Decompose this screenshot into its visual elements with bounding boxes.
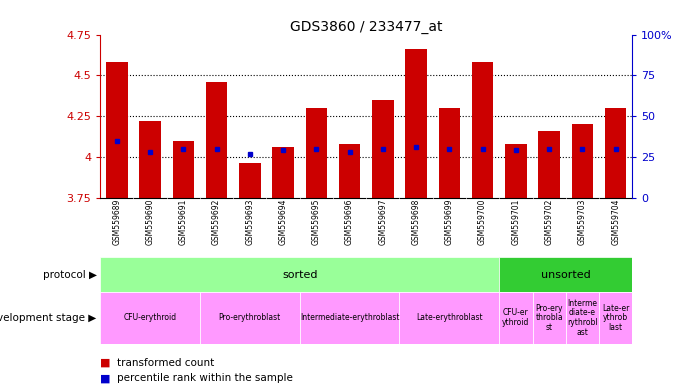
Text: sorted: sorted xyxy=(282,270,317,280)
Text: Late-er
ythrob
last: Late-er ythrob last xyxy=(602,304,630,332)
Text: GSM559699: GSM559699 xyxy=(445,199,454,245)
Text: Interme
diate-e
rythrobl
ast: Interme diate-e rythrobl ast xyxy=(567,299,598,337)
Bar xyxy=(173,141,194,198)
Bar xyxy=(272,147,294,198)
Text: GSM559698: GSM559698 xyxy=(412,199,421,245)
Bar xyxy=(140,121,161,198)
Bar xyxy=(566,292,599,344)
Text: GSM559701: GSM559701 xyxy=(511,199,520,245)
Text: transformed count: transformed count xyxy=(117,358,215,368)
Bar xyxy=(206,82,227,198)
Bar xyxy=(300,292,399,344)
Text: Pro-ery
throbla
st: Pro-ery throbla st xyxy=(536,304,563,332)
Bar xyxy=(100,257,499,292)
Bar xyxy=(200,292,300,344)
Bar xyxy=(406,49,427,198)
Text: GSM559689: GSM559689 xyxy=(113,199,122,245)
Bar xyxy=(439,108,460,198)
Text: GSM559690: GSM559690 xyxy=(146,199,155,245)
Text: GSM559704: GSM559704 xyxy=(611,199,620,245)
Text: CFU-erythroid: CFU-erythroid xyxy=(124,313,177,322)
Bar xyxy=(505,144,527,198)
Text: GSM559697: GSM559697 xyxy=(379,199,388,245)
Text: unsorted: unsorted xyxy=(541,270,591,280)
Bar xyxy=(100,292,200,344)
Bar xyxy=(372,100,394,198)
Bar xyxy=(533,292,566,344)
Bar xyxy=(538,131,560,198)
Text: Intermediate-erythroblast: Intermediate-erythroblast xyxy=(300,313,399,322)
Bar xyxy=(106,62,128,198)
Bar xyxy=(472,62,493,198)
Text: percentile rank within the sample: percentile rank within the sample xyxy=(117,373,294,383)
Text: CFU-er
ythroid: CFU-er ythroid xyxy=(502,308,529,327)
Text: GSM559696: GSM559696 xyxy=(345,199,354,245)
Text: ■: ■ xyxy=(100,358,111,368)
Text: GSM559700: GSM559700 xyxy=(478,199,487,245)
Text: GSM559702: GSM559702 xyxy=(545,199,553,245)
Bar xyxy=(305,108,327,198)
Bar xyxy=(571,124,593,198)
Text: GSM559703: GSM559703 xyxy=(578,199,587,245)
Text: protocol ▶: protocol ▶ xyxy=(43,270,97,280)
Bar xyxy=(399,292,499,344)
Text: GSM559692: GSM559692 xyxy=(212,199,221,245)
Bar xyxy=(499,257,632,292)
Bar xyxy=(499,292,533,344)
Text: ■: ■ xyxy=(100,373,111,383)
Bar xyxy=(605,108,627,198)
Bar xyxy=(339,144,361,198)
Text: Pro-erythroblast: Pro-erythroblast xyxy=(219,313,281,322)
Text: Late-erythroblast: Late-erythroblast xyxy=(416,313,483,322)
Bar xyxy=(239,164,261,198)
Text: GSM559693: GSM559693 xyxy=(245,199,254,245)
Title: GDS3860 / 233477_at: GDS3860 / 233477_at xyxy=(290,20,442,33)
Bar xyxy=(599,292,632,344)
Text: GSM559695: GSM559695 xyxy=(312,199,321,245)
Text: GSM559694: GSM559694 xyxy=(278,199,287,245)
Text: GSM559691: GSM559691 xyxy=(179,199,188,245)
Text: development stage ▶: development stage ▶ xyxy=(0,313,97,323)
